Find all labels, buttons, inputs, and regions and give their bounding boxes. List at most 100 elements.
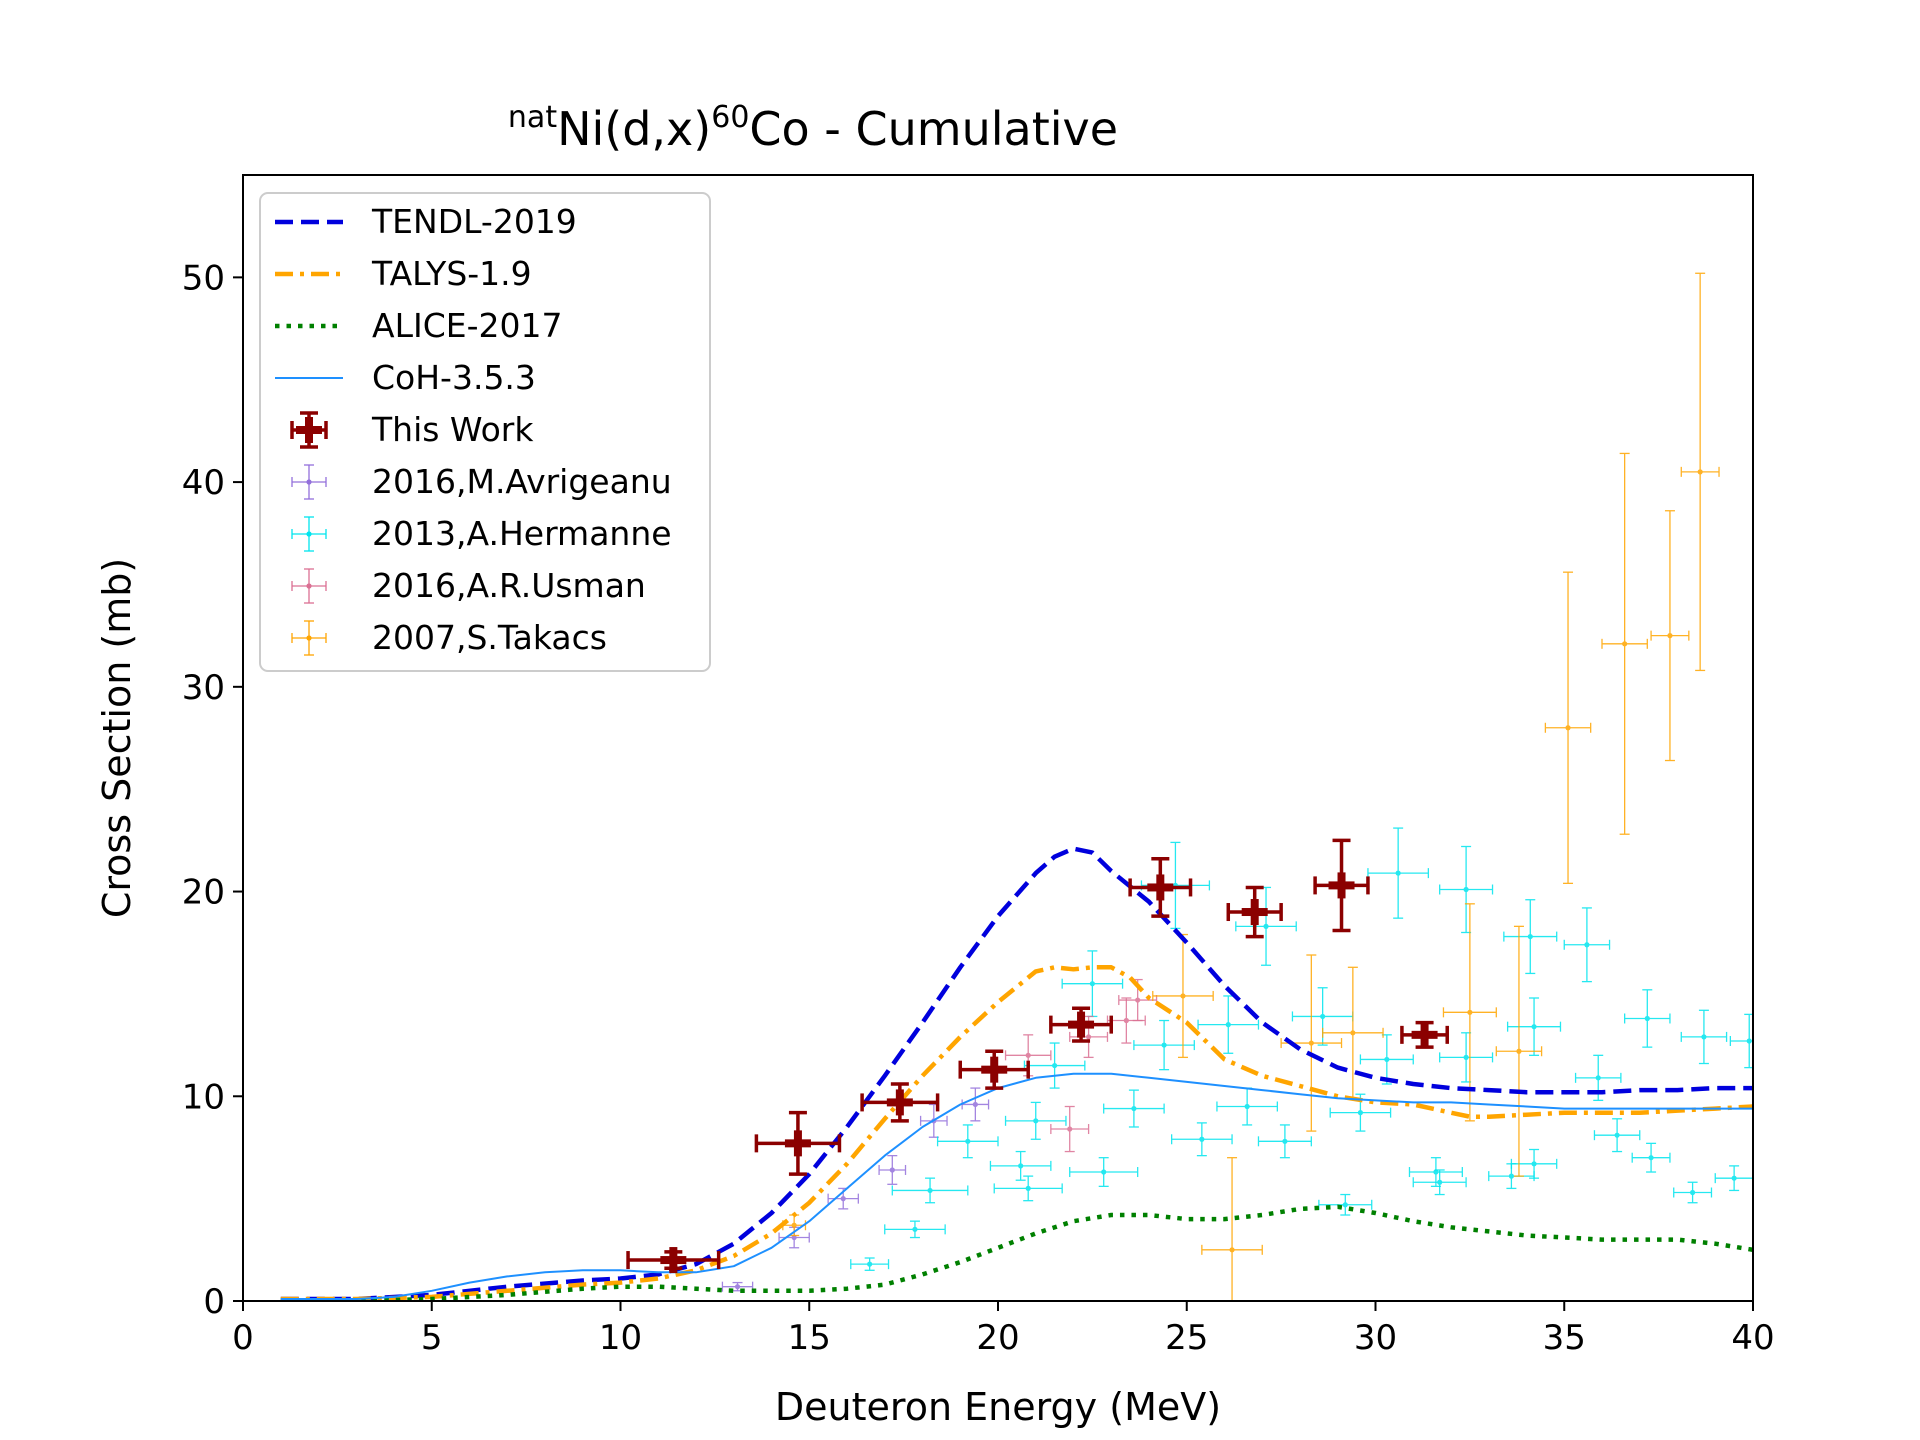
legend-label: 2016,M.Avrigeanu	[372, 462, 672, 501]
legend-swatch	[291, 620, 327, 656]
data-point	[1650, 510, 1690, 762]
data-point	[1408, 1157, 1463, 1188]
data-point	[1322, 966, 1384, 1099]
data-point	[721, 1281, 754, 1292]
data-point	[1318, 1193, 1373, 1216]
data-point	[989, 1150, 1052, 1181]
data-point	[1506, 997, 1562, 1056]
legend-label: 2016,A.R.Usman	[372, 566, 646, 605]
error-bars-layer	[721, 272, 1753, 1301]
this-work-point	[1226, 885, 1283, 939]
legend-entry: 2013,A.Hermanne	[291, 514, 672, 553]
legend-entry: TENDL-2019	[275, 202, 577, 241]
legend-entry: CoH-3.5.3	[275, 358, 536, 397]
data-point	[1050, 1105, 1090, 1153]
legend-entry: 2007,S.Takacs	[291, 618, 607, 657]
data-point	[1216, 1087, 1278, 1126]
data-point	[1442, 903, 1497, 1122]
y-tick-label: 10	[182, 1077, 225, 1117]
legend-swatch	[291, 464, 327, 500]
data-point	[1624, 989, 1671, 1048]
x-tick-label: 25	[1165, 1318, 1208, 1358]
title-product-superscript: 60	[711, 100, 749, 135]
x-tick-label: 35	[1543, 1318, 1586, 1358]
this-work-point	[1049, 1006, 1113, 1043]
data-point	[1061, 950, 1124, 1018]
this-work-point	[958, 1049, 1030, 1090]
data-point	[1495, 925, 1543, 1177]
y-tick-label: 40	[182, 463, 225, 503]
data-point	[1103, 1089, 1165, 1128]
curve-talys-1-9	[280, 965, 1753, 1301]
legend-entry: 2016,A.R.Usman	[291, 566, 646, 605]
data-point	[850, 1257, 890, 1271]
x-axis-label: Deuteron Energy (MeV)	[775, 1385, 1221, 1429]
title-product: Co - Cumulative	[749, 102, 1118, 156]
data-point	[1631, 1142, 1671, 1173]
this-work-point	[1400, 1020, 1449, 1049]
data-point	[1023, 1042, 1086, 1089]
data-point	[1152, 933, 1214, 1059]
x-tick-label: 20	[976, 1318, 1019, 1358]
data-point	[1680, 1009, 1728, 1065]
data-point	[1133, 1019, 1195, 1071]
data-point	[1439, 845, 1494, 934]
data-point	[778, 1226, 810, 1249]
data-point	[1680, 272, 1720, 672]
legend-entry: TALYS-1.9	[275, 254, 532, 293]
x-tick-label: 10	[599, 1318, 642, 1358]
this-work-layer	[626, 838, 1449, 1274]
data-point	[1359, 1034, 1414, 1085]
this-work-point	[860, 1082, 940, 1123]
y-tick-label: 50	[182, 258, 225, 298]
x-tick-label: 0	[232, 1318, 254, 1358]
data-point	[1367, 827, 1429, 919]
data-point	[1563, 907, 1611, 983]
data-point	[1171, 1122, 1233, 1157]
data-point	[1714, 1165, 1753, 1192]
x-tick-label: 40	[1731, 1318, 1774, 1358]
x-tick-label: 30	[1354, 1318, 1397, 1358]
data-point	[1544, 571, 1592, 885]
data-point	[1439, 1032, 1494, 1083]
legend-label: TENDL-2019	[371, 202, 577, 241]
x-tick-label: 15	[788, 1318, 831, 1358]
y-axis: 0 10 20 30 40 50	[182, 258, 243, 1322]
y-axis-label: Cross Section (mb)	[95, 558, 139, 918]
data-point	[1069, 1157, 1139, 1188]
data-point	[1601, 452, 1648, 835]
this-work-point	[626, 1247, 721, 1274]
legend-label: CoH-3.5.3	[372, 358, 536, 397]
data-point	[936, 1124, 999, 1159]
data-point	[1412, 1169, 1467, 1196]
data-point	[1235, 886, 1297, 966]
data-point	[1673, 1181, 1713, 1204]
curve-alice-2017	[280, 1204, 1753, 1301]
y-tick-label: 20	[182, 873, 225, 913]
data-point	[1729, 1013, 1753, 1069]
data-point	[1197, 995, 1260, 1054]
legend-swatch	[291, 516, 327, 552]
this-work-point	[1313, 838, 1370, 933]
data-point	[1201, 1157, 1263, 1301]
data-point	[891, 1177, 969, 1204]
legend: TENDL-2019 TALYS-1.9 ALICE-2017 CoH-3.5.3 Th…	[259, 192, 711, 672]
chart-title: natNi(d,x)60Co - Cumulative	[508, 100, 1118, 156]
curve-coh-3-5-3	[280, 1072, 1753, 1300]
legend-box	[259, 192, 711, 672]
data-point	[1004, 1101, 1067, 1140]
legend-label: This Work	[371, 410, 534, 449]
legend-swatch	[290, 411, 328, 449]
legend-swatch	[291, 568, 327, 604]
legend-entry: This Work	[290, 410, 534, 449]
this-work-point	[754, 1110, 842, 1176]
curve-tendl-2019	[280, 846, 1753, 1301]
title-prefix-superscript: nat	[508, 100, 557, 135]
data-point	[1503, 899, 1558, 975]
data-point	[884, 1220, 946, 1239]
data-point	[1510, 1148, 1558, 1179]
y-tick-label: 30	[182, 668, 225, 708]
data-point	[878, 1154, 907, 1185]
data-point	[1106, 997, 1146, 1044]
